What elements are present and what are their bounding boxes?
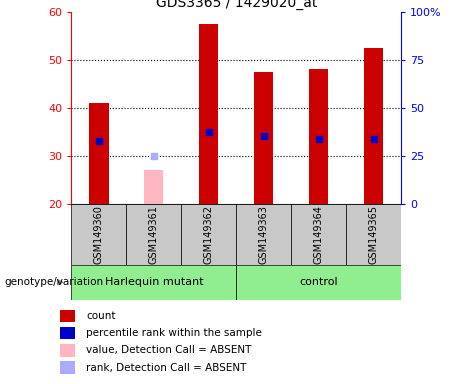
Bar: [144, 170, 164, 204]
Bar: [59, 327, 75, 339]
Text: GSM149363: GSM149363: [259, 205, 269, 264]
Bar: [236, 204, 291, 265]
Bar: [254, 71, 273, 204]
Title: GDS3365 / 1429020_at: GDS3365 / 1429020_at: [155, 0, 317, 10]
Text: GSM149362: GSM149362: [204, 205, 214, 264]
Bar: [199, 23, 219, 204]
Text: Harlequin mutant: Harlequin mutant: [105, 277, 203, 287]
Text: genotype/variation: genotype/variation: [5, 277, 104, 287]
Bar: [346, 204, 401, 265]
Text: rank, Detection Call = ABSENT: rank, Detection Call = ABSENT: [86, 362, 246, 373]
Bar: [236, 265, 401, 300]
Bar: [71, 204, 126, 265]
Text: GSM149365: GSM149365: [369, 205, 378, 264]
Bar: [126, 204, 181, 265]
Bar: [364, 48, 383, 204]
Bar: [291, 204, 346, 265]
Text: control: control: [299, 277, 338, 287]
Text: GSM149361: GSM149361: [149, 205, 159, 264]
Bar: [59, 310, 75, 322]
Text: GSM149364: GSM149364: [313, 205, 324, 264]
Text: value, Detection Call = ABSENT: value, Detection Call = ABSENT: [86, 345, 251, 356]
Bar: [71, 265, 236, 300]
Bar: [309, 69, 328, 204]
Bar: [89, 103, 108, 204]
Bar: [59, 344, 75, 357]
Text: count: count: [86, 311, 115, 321]
Bar: [181, 204, 236, 265]
Bar: [59, 361, 75, 374]
Text: GSM149360: GSM149360: [94, 205, 104, 264]
Text: percentile rank within the sample: percentile rank within the sample: [86, 328, 262, 338]
